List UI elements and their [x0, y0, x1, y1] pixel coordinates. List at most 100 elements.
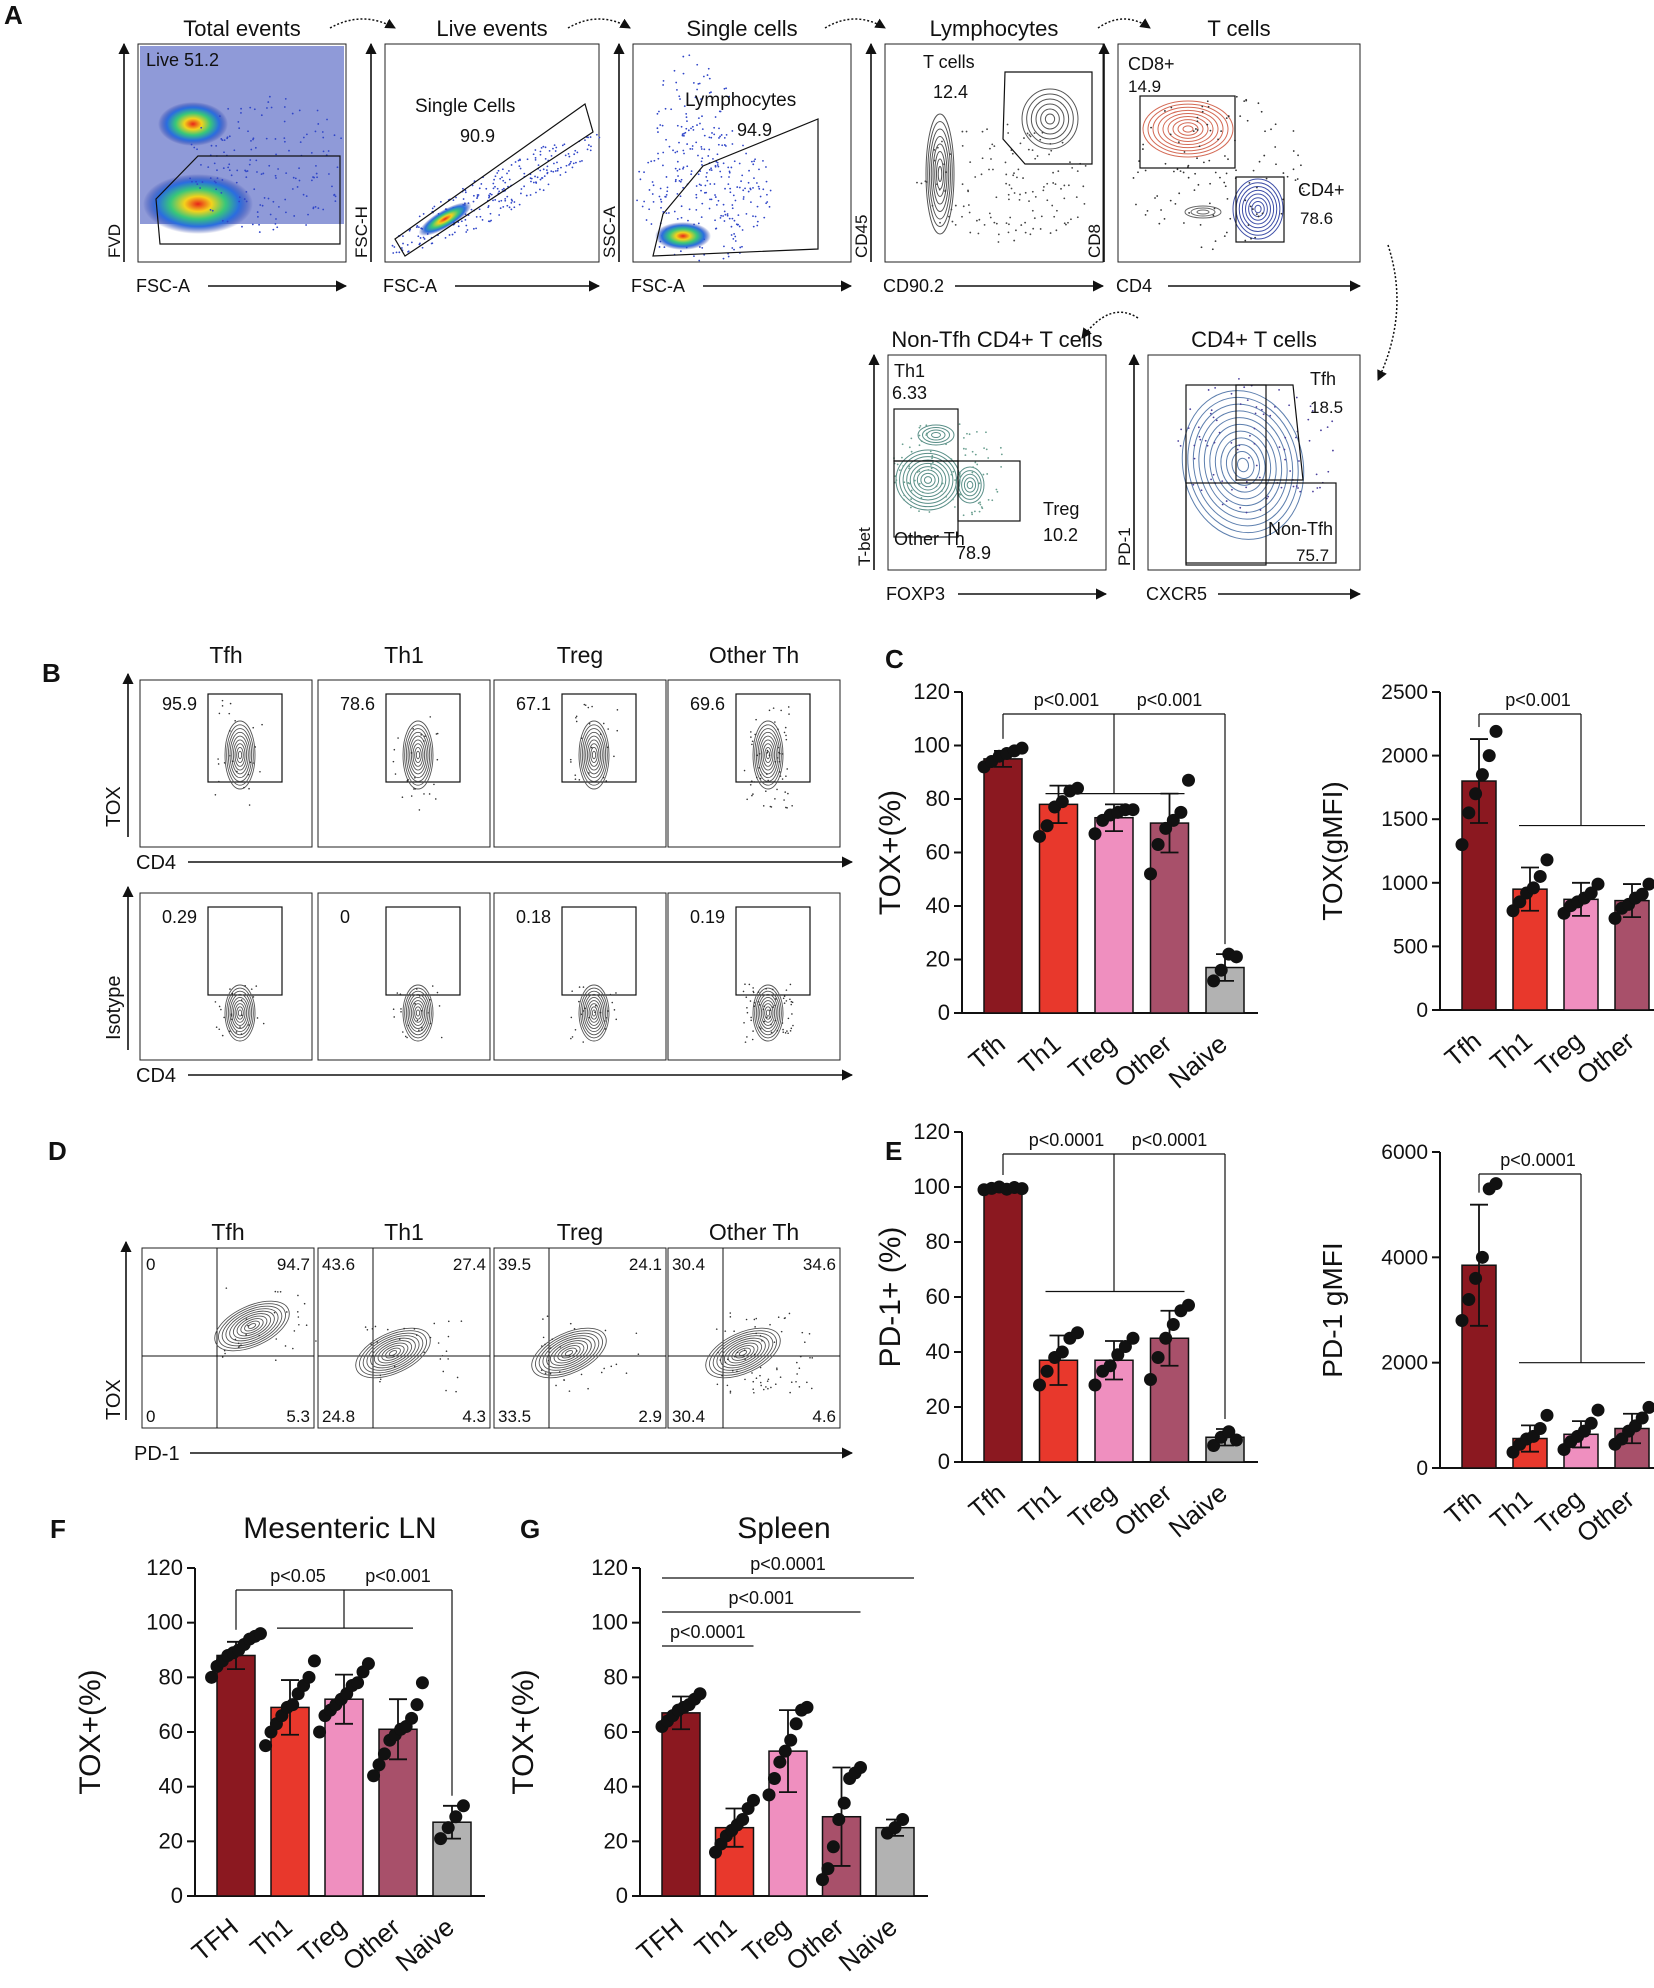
event-dot-1 — [587, 144, 590, 146]
event-dot-2 — [744, 187, 746, 190]
y-tick-label-C1: 20 — [926, 947, 950, 972]
gate-label-single: Single Cells — [415, 96, 515, 117]
event-dot-1 — [431, 242, 434, 245]
event-dot-2 — [665, 176, 668, 178]
event-dot-d — [303, 1302, 306, 1305]
event-dot-6 — [953, 506, 956, 508]
event-dot-1 — [464, 191, 467, 194]
y-tick-label-G: 60 — [604, 1719, 628, 1744]
event-dot-5 — [1197, 426, 1200, 429]
event-dot-1 — [418, 215, 421, 218]
event-dot-b — [584, 1007, 586, 1010]
event-dot-2 — [759, 195, 762, 198]
event-dot-2 — [661, 124, 664, 127]
event-dot-4 — [1199, 224, 1202, 226]
contour-d — [712, 1332, 774, 1374]
event-dot-3 — [1054, 183, 1057, 186]
event-dot-0 — [299, 141, 302, 144]
event-dot-b — [745, 996, 748, 999]
event-dot-b — [254, 746, 257, 748]
y-label-3: CD45 — [852, 215, 871, 258]
event-dot-b — [231, 760, 234, 763]
contour-3 — [1021, 88, 1079, 150]
event-dot-2 — [756, 205, 759, 208]
event-dot-5 — [1292, 485, 1295, 488]
event-dot-1 — [573, 153, 576, 156]
event-dot-5 — [1239, 506, 1242, 509]
event-dot-2 — [673, 210, 676, 213]
event-dot-5 — [1311, 410, 1314, 412]
event-dot-2 — [756, 182, 758, 184]
event-dot-4 — [1208, 159, 1211, 162]
event-dot-d — [755, 1377, 758, 1379]
event-dot-1 — [504, 197, 507, 200]
event-dot-d — [744, 1378, 746, 1381]
event-dot-3 — [1052, 182, 1055, 184]
event-dot-0 — [207, 166, 210, 169]
gate-percentage: 0.18 — [516, 907, 551, 927]
event-dot-5 — [1284, 436, 1287, 439]
event-dot-0 — [260, 173, 263, 176]
event-dot-b — [776, 1029, 779, 1032]
data-point-Other — [832, 1812, 846, 1826]
event-dot-d — [788, 1312, 791, 1315]
contour-6 — [920, 472, 936, 488]
data-point-Other — [405, 1711, 419, 1725]
event-dot-2 — [682, 166, 685, 169]
event-dot-b — [751, 743, 753, 746]
contour-6 — [926, 429, 946, 441]
event-dot-1 — [513, 201, 516, 203]
event-dot-0 — [253, 188, 256, 191]
event-dot-3 — [1011, 152, 1014, 155]
event-dot-b — [588, 772, 590, 774]
event-dot-6 — [962, 436, 965, 439]
event-dot-1 — [540, 177, 543, 179]
y-tick-label-F: 40 — [159, 1774, 183, 1799]
data-point-Tfh — [1469, 787, 1483, 801]
event-dot-1 — [422, 213, 425, 215]
event-dot-1 — [530, 180, 532, 183]
event-dot-1 — [457, 225, 460, 228]
event-dot-3 — [993, 145, 996, 148]
event-dot-6 — [894, 475, 897, 478]
event-dot-1 — [497, 169, 500, 172]
event-dot-d — [760, 1384, 762, 1387]
gating-arrow — [329, 18, 396, 29]
event-dot-d — [801, 1331, 804, 1334]
event-dot-d — [804, 1341, 806, 1344]
event-dot-5 — [1319, 486, 1321, 489]
event-dot-3 — [978, 218, 981, 221]
event-dot-d — [437, 1342, 440, 1344]
event-dot-b — [399, 993, 402, 996]
gate-percentage: 0.19 — [690, 907, 725, 927]
column-title-d-Tfh: Tfh — [211, 1219, 244, 1245]
contour-b — [762, 1003, 774, 1023]
event-dot-d — [542, 1336, 545, 1339]
event-dot-6 — [898, 469, 901, 472]
event-dot-2 — [708, 91, 711, 94]
panel-letter-b: B — [42, 658, 61, 688]
event-dot-2 — [683, 132, 685, 135]
event-dot-2 — [766, 193, 768, 196]
event-dot-3 — [1042, 189, 1045, 192]
event-dot-1 — [402, 242, 404, 245]
event-dot-b — [774, 998, 777, 1000]
event-dot-3 — [936, 146, 939, 149]
event-dot-2 — [686, 165, 689, 168]
quadrant-ur: 27.4 — [453, 1255, 486, 1274]
event-dot-0 — [302, 136, 305, 139]
event-dot-6 — [987, 457, 990, 459]
event-dot-1 — [518, 165, 521, 168]
x-label-4: CD4 — [1116, 276, 1152, 296]
event-dot-0 — [317, 123, 320, 125]
gate-non-tfh-box — [1185, 482, 1337, 564]
contour-b — [410, 739, 426, 771]
event-dot-4 — [1154, 197, 1156, 199]
event-dot-2 — [683, 105, 686, 108]
event-dot-b — [767, 779, 769, 782]
event-dot-4 — [1196, 129, 1199, 131]
event-dot-6 — [940, 490, 943, 492]
panel-letter-a: A — [4, 0, 23, 30]
data-point-Tfh — [1462, 1292, 1476, 1306]
quadrant-ul: 39.5 — [498, 1255, 531, 1274]
